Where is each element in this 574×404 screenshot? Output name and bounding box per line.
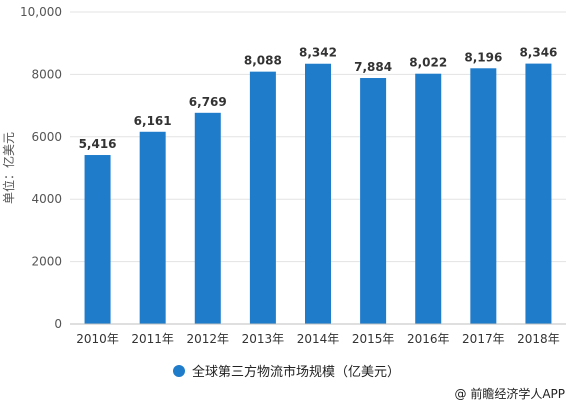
bar: [470, 68, 497, 325]
y-tick-label: 4000: [31, 192, 62, 206]
data-label: 7,884: [354, 60, 392, 74]
bar: [415, 73, 442, 325]
legend-marker: [173, 365, 185, 377]
y-axis-label: 单位：亿美元: [1, 132, 16, 204]
legend-label: 全球第三方物流市场规模（亿美元）: [192, 364, 400, 380]
bar: [360, 78, 387, 325]
bar: [194, 112, 221, 325]
bar: [305, 63, 331, 324]
x-tick-label: 2014年: [297, 332, 340, 346]
data-labels: 5,416 6,161 6,769 8,088 8,342 7,884 8,022 8,196…: [79, 46, 558, 151]
y-axis-ticks: 0 2000 4000 6000 8000 10,000: [20, 5, 62, 331]
bar: [84, 155, 111, 324]
x-tick-label: 2015年: [352, 332, 395, 346]
x-tick-label: 2013年: [242, 332, 285, 346]
data-label: 8,196: [464, 50, 502, 64]
credit-text: @ 前瞻经济学人APP: [455, 386, 566, 401]
y-tick-label: 8000: [31, 67, 62, 81]
bars: [84, 63, 552, 325]
data-label: 8,022: [409, 56, 447, 70]
data-label: 6,769: [189, 95, 227, 109]
x-tick-label: 2018年: [517, 332, 560, 346]
y-tick-label: 10,000: [20, 5, 62, 19]
y-tick-label: 2000: [31, 255, 62, 269]
x-tick-label: 2017年: [462, 332, 505, 346]
data-label: 8,088: [244, 54, 282, 68]
y-tick-label: 0: [54, 317, 62, 331]
data-label: 6,161: [134, 114, 172, 128]
data-label: 8,342: [299, 46, 337, 60]
bar: [139, 131, 166, 324]
y-tick-label: 6000: [31, 130, 62, 144]
data-label: 5,416: [79, 137, 117, 151]
x-tick-label: 2011年: [131, 332, 174, 346]
x-tick-label: 2010年: [76, 332, 119, 346]
x-tick-label: 2016年: [407, 332, 450, 346]
bar: [525, 63, 552, 325]
bar: [249, 71, 276, 324]
legend: 全球第三方物流市场规模（亿美元）: [173, 364, 400, 380]
x-tick-label: 2012年: [187, 332, 230, 346]
data-label: 8,346: [519, 46, 557, 60]
x-axis-ticks: 2010年 2011年 2012年 2013年 2014年 2015年 2016年 2017年…: [76, 332, 559, 346]
